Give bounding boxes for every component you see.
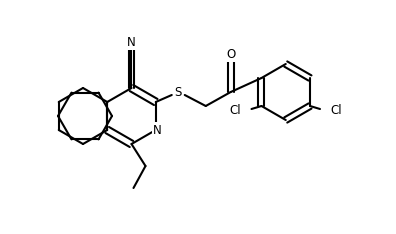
Text: N: N (127, 36, 136, 48)
Text: Cl: Cl (230, 105, 242, 117)
Text: Cl: Cl (330, 105, 342, 117)
Text: S: S (174, 85, 181, 99)
Text: O: O (226, 48, 235, 61)
Text: N: N (153, 124, 162, 136)
